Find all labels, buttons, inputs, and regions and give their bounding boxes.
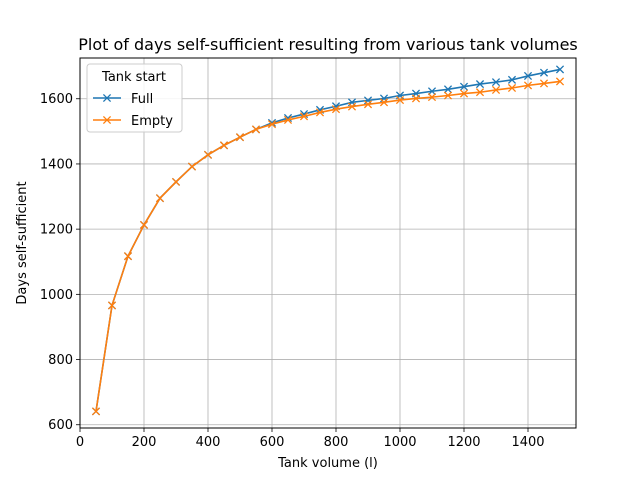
- data-point: [347, 102, 357, 111]
- data-point: [459, 82, 469, 91]
- y-tick-label: 600: [48, 418, 73, 433]
- y-axis-label: Days self-sufficient: [15, 181, 30, 304]
- data-point: [475, 88, 485, 97]
- data-point: [107, 301, 117, 310]
- data-point: [475, 80, 485, 89]
- x-tick-label: 1200: [447, 435, 480, 450]
- data-point: [203, 150, 213, 159]
- data-point: [507, 75, 517, 84]
- data-point: [139, 220, 149, 229]
- data-point: [283, 115, 293, 124]
- data-point: [251, 125, 261, 134]
- data-point: [411, 94, 421, 103]
- legend-box: [86, 63, 183, 133]
- data-point: [555, 65, 565, 74]
- x-tick-label: 1400: [511, 435, 544, 450]
- x-tick-label: 400: [196, 435, 221, 450]
- y-tick-label: 1200: [40, 223, 73, 238]
- y-tick-label: 800: [48, 353, 73, 368]
- data-point: [555, 77, 565, 86]
- data-point: [155, 194, 165, 203]
- data-point: [427, 87, 437, 96]
- data-point: [523, 81, 533, 90]
- data-point: [123, 252, 133, 261]
- data-point: [315, 108, 325, 117]
- data-point: [171, 177, 181, 186]
- data-point: [91, 407, 101, 416]
- chart-title: Plot of days self-sufficient resulting f…: [78, 35, 578, 54]
- data-point: [331, 105, 341, 114]
- legend-swatch-marker: [102, 115, 112, 125]
- y-tick-label: 1400: [40, 157, 73, 172]
- data-point: [443, 85, 453, 94]
- data-point: [267, 120, 277, 129]
- legend-label: Full: [131, 92, 153, 107]
- data-point: [427, 93, 437, 102]
- legend-label: Empty: [131, 114, 173, 129]
- legend: Tank start Full Empty: [86, 63, 183, 133]
- y-tick-label: 1000: [40, 288, 73, 303]
- data-point: [491, 78, 501, 87]
- x-tick-label: 800: [324, 435, 349, 450]
- data-point: [443, 91, 453, 100]
- data-point: [187, 162, 197, 171]
- data-point: [379, 98, 389, 107]
- series-empty: [91, 77, 565, 416]
- legend-entries: Full Empty: [93, 92, 173, 129]
- y-tick-label: 1600: [40, 92, 73, 107]
- x-axis-label: Tank volume (l): [277, 456, 378, 471]
- data-point: [507, 83, 517, 93]
- x-tick-label: 1000: [383, 435, 416, 450]
- x-tick-label: 600: [260, 435, 285, 450]
- x-tick-label: 200: [132, 435, 157, 450]
- axis-ticks: 0 200 400 600 800 1000 1200 1400 600 800 1000 1200 1…: [40, 92, 545, 450]
- legend-swatch-marker: [102, 93, 112, 103]
- data-point: [539, 68, 549, 77]
- data-point: [539, 79, 549, 88]
- data-point: [491, 85, 501, 95]
- legend-title: Tank start: [101, 70, 166, 85]
- data-point: [395, 95, 405, 105]
- plot-area-frame: [79, 57, 577, 429]
- legend-entry-full: Full: [93, 92, 153, 107]
- x-tick-label: 0: [76, 435, 84, 450]
- legend-entry-empty: Empty: [93, 114, 173, 129]
- data-point: [363, 100, 373, 109]
- series-layer: [91, 65, 565, 416]
- data-point: [219, 141, 229, 150]
- grid: [79, 58, 576, 428]
- data-point: [299, 112, 309, 121]
- data-point: [235, 133, 245, 142]
- data-point: [459, 89, 469, 98]
- data-point: [523, 71, 533, 80]
